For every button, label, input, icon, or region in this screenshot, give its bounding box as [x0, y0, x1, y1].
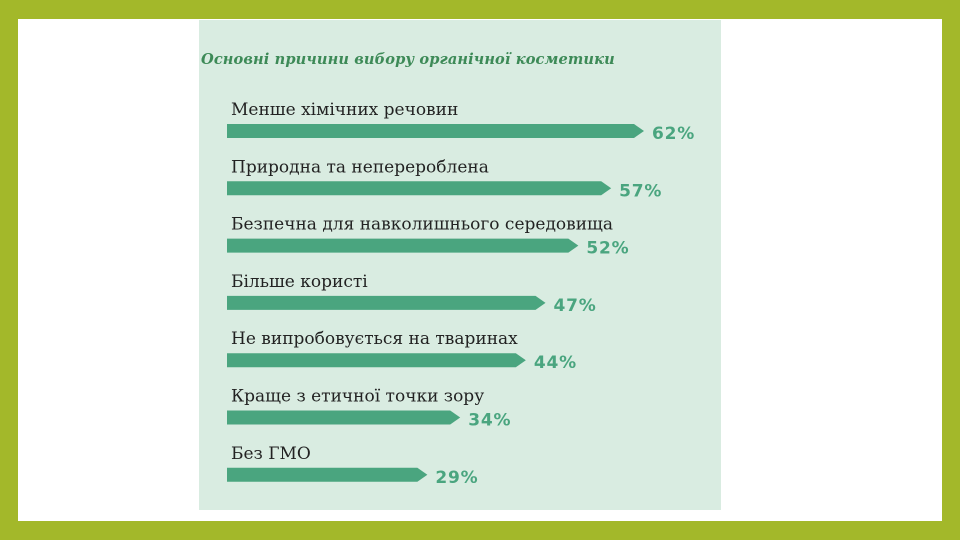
- category-label: Менше хімічних речовин: [231, 100, 458, 120]
- category-label: Без ГМО: [231, 444, 311, 464]
- value-label: 44%: [534, 353, 577, 373]
- category-label: Не випробовується на тваринах: [231, 329, 518, 349]
- bar: [227, 124, 644, 138]
- bar: [227, 467, 428, 482]
- value-label: 29%: [435, 468, 478, 488]
- value-label: 57%: [619, 181, 662, 201]
- category-label: Більше користі: [231, 272, 368, 292]
- bar: [227, 295, 546, 310]
- bar: [227, 353, 526, 368]
- value-label: 52%: [586, 239, 629, 259]
- value-label: 47%: [554, 296, 597, 316]
- category-label: Безпечна для навколишнього середовища: [231, 215, 613, 235]
- value-label: 62%: [652, 124, 695, 144]
- chart-panel: [199, 20, 721, 510]
- bar: [227, 410, 461, 425]
- chart-title: Основні причини вибору органічної космет…: [201, 51, 615, 68]
- bar: [227, 238, 579, 253]
- category-label: Природна та неперероблена: [231, 157, 489, 177]
- category-label: Краще з етичної точки зору: [231, 387, 484, 407]
- bar: [227, 181, 612, 196]
- value-label: 34%: [468, 411, 511, 431]
